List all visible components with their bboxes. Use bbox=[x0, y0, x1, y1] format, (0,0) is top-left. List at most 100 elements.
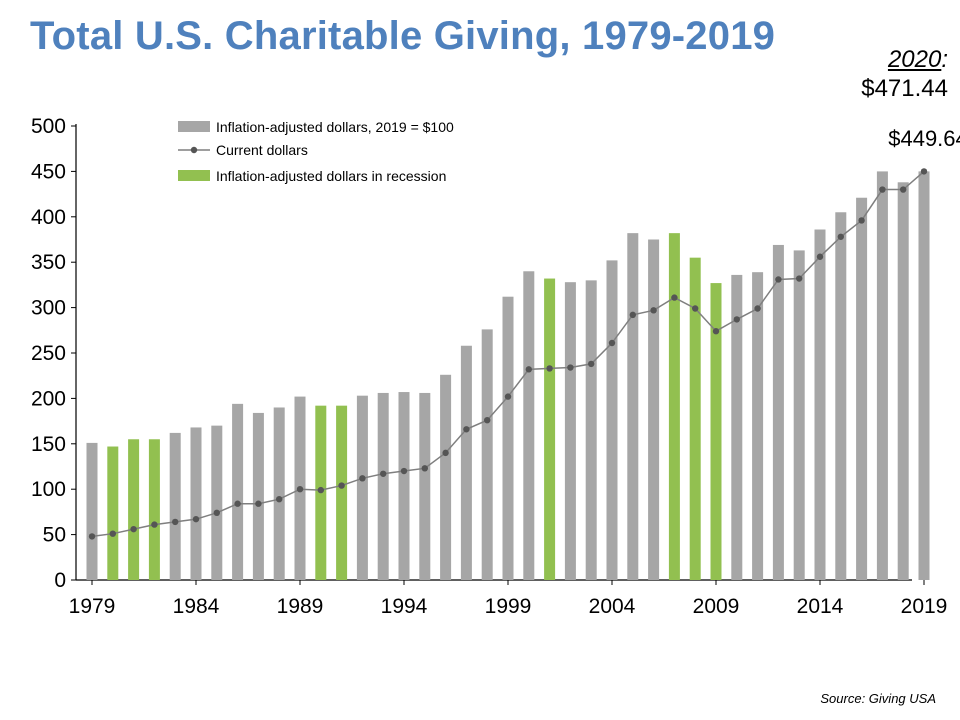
bar bbox=[793, 250, 805, 580]
current-dollars-point bbox=[359, 475, 366, 482]
bar bbox=[876, 171, 888, 580]
x-tick-label: 1984 bbox=[173, 595, 220, 618]
current-dollars-point bbox=[276, 495, 283, 503]
bar bbox=[731, 274, 743, 580]
current-dollars-point bbox=[380, 470, 387, 477]
current-dollars-point bbox=[338, 482, 345, 489]
bar bbox=[606, 260, 618, 580]
current-dollars-point bbox=[421, 465, 428, 472]
bar bbox=[835, 212, 847, 580]
note-colon: : bbox=[941, 46, 948, 73]
bar bbox=[356, 395, 368, 580]
bar bbox=[897, 182, 909, 580]
current-dollars-point bbox=[588, 360, 595, 368]
y-tick-label: 150 bbox=[31, 433, 66, 456]
legend-label-current: Current dollars bbox=[216, 142, 308, 158]
bar bbox=[86, 442, 98, 580]
current-dollars-point bbox=[692, 305, 699, 312]
current-dollars-point bbox=[296, 486, 304, 493]
y-tick-label: 250 bbox=[31, 342, 66, 365]
bar bbox=[398, 392, 410, 580]
current-dollars-point bbox=[796, 275, 803, 282]
x-tick-label: 1999 bbox=[485, 595, 532, 618]
current-dollars-point bbox=[255, 500, 262, 507]
source-note: Source: Giving USA bbox=[820, 691, 936, 706]
recession-bar bbox=[710, 283, 722, 580]
current-dollars-point bbox=[650, 307, 657, 314]
bar bbox=[460, 345, 472, 580]
current-dollars-point bbox=[213, 509, 220, 517]
current-dollars-point bbox=[837, 233, 844, 240]
legend-swatch-adjusted bbox=[178, 121, 210, 132]
current-dollars-point bbox=[775, 276, 782, 283]
legend-label-adjusted: Inflation-adjusted dollars, 2019 = $100 bbox=[216, 119, 454, 135]
current-dollars-point bbox=[463, 426, 470, 433]
bar bbox=[627, 233, 639, 581]
y-tick-label: 0 bbox=[54, 569, 66, 592]
current-dollars-point bbox=[629, 311, 636, 319]
legend-marker-current bbox=[190, 146, 198, 154]
x-tick-label: 1979 bbox=[69, 595, 116, 618]
bar bbox=[856, 197, 868, 580]
x-tick-label: 2009 bbox=[693, 595, 740, 618]
legend-label-recession: Inflation-adjusted dollars in recession bbox=[216, 168, 446, 184]
bar bbox=[419, 392, 431, 580]
y-tick-label: 500 bbox=[31, 115, 66, 138]
current-dollars-point bbox=[88, 533, 96, 540]
x-tick-label: 2014 bbox=[797, 595, 844, 618]
bar bbox=[648, 239, 660, 580]
current-dollars-point bbox=[151, 521, 158, 528]
y-tick-label: 400 bbox=[31, 206, 66, 229]
recession-bar bbox=[107, 446, 119, 580]
bar bbox=[440, 374, 452, 580]
recession-bar bbox=[336, 405, 348, 580]
x-tick-label: 2019 bbox=[901, 595, 948, 618]
y-tick-label: 50 bbox=[43, 524, 66, 547]
bar bbox=[523, 271, 535, 580]
current-dollars-point bbox=[192, 515, 200, 523]
bar bbox=[752, 272, 764, 580]
bar bbox=[481, 329, 493, 580]
legend-swatch-recession bbox=[178, 170, 210, 181]
x-tick-label: 1989 bbox=[277, 595, 324, 618]
current-dollars-point bbox=[317, 486, 324, 494]
current-dollars-point bbox=[504, 393, 512, 400]
y-tick-label: 450 bbox=[31, 160, 66, 183]
x-tick-label: 2004 bbox=[589, 595, 636, 618]
note-year: 2020 bbox=[887, 46, 942, 73]
x-tick-label: 1994 bbox=[381, 595, 428, 618]
y-tick-label: 350 bbox=[31, 251, 66, 274]
current-dollars-point bbox=[858, 217, 865, 224]
bar bbox=[377, 392, 389, 580]
bar bbox=[252, 412, 264, 580]
current-dollars-point bbox=[484, 416, 491, 424]
current-dollars-point bbox=[567, 364, 574, 371]
bar bbox=[190, 427, 202, 580]
bar bbox=[211, 425, 223, 580]
peak-value-label: $449.64 bbox=[888, 126, 960, 151]
current-dollars-point bbox=[172, 518, 179, 526]
bar bbox=[564, 282, 576, 580]
next-year-note: 2020: $471.44 bbox=[861, 46, 948, 104]
bar bbox=[772, 244, 784, 580]
recession-bar bbox=[544, 278, 556, 580]
recession-bar bbox=[668, 233, 680, 581]
bar bbox=[232, 403, 244, 580]
current-dollars-point bbox=[442, 449, 449, 457]
current-dollars-point bbox=[130, 525, 137, 533]
current-dollars-point bbox=[733, 316, 740, 323]
recession-bar bbox=[148, 439, 160, 580]
current-dollars-point bbox=[525, 366, 532, 373]
y-tick-label: 200 bbox=[31, 387, 66, 410]
bar bbox=[918, 171, 930, 580]
current-dollars-point bbox=[109, 530, 117, 537]
current-dollars-point bbox=[754, 305, 761, 312]
current-dollars-point bbox=[920, 168, 928, 175]
bar bbox=[169, 432, 181, 580]
chart-title: Total U.S. Charitable Giving, 1979-2019 bbox=[30, 14, 776, 58]
current-dollars-point bbox=[400, 467, 408, 475]
recession-bar bbox=[689, 257, 701, 580]
note-value: $471.44 bbox=[861, 74, 948, 102]
y-tick-label: 100 bbox=[31, 478, 66, 501]
